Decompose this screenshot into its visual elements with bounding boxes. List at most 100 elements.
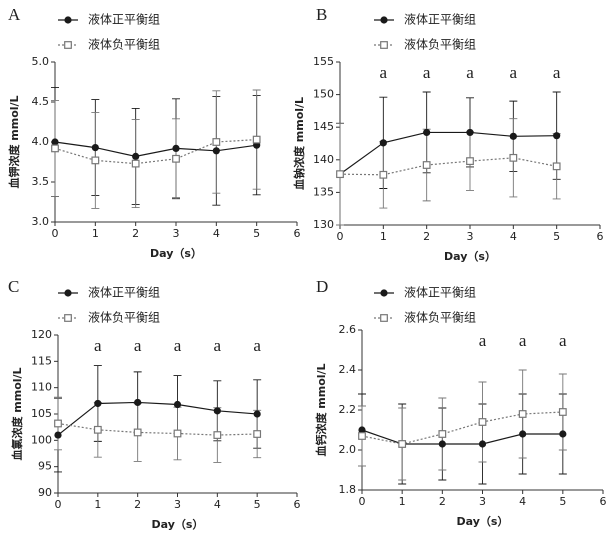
y-tick-label: 110 [31, 381, 52, 394]
point [54, 419, 62, 428]
x-tick-label: 0 [52, 227, 59, 240]
point [422, 161, 431, 169]
x-tick-label: 6 [294, 227, 301, 240]
point [466, 128, 474, 137]
point [212, 138, 221, 146]
point [509, 132, 517, 140]
annotation: a [174, 336, 182, 355]
point [172, 154, 180, 163]
annotation: a [466, 63, 474, 82]
y-tick-label: 95 [38, 460, 52, 473]
x-tick-label: 6 [600, 495, 607, 508]
point [212, 147, 220, 155]
series-line [54, 139, 257, 165]
point [93, 425, 102, 434]
y-tick-label: 145 [313, 120, 334, 133]
x-tick-label: 2 [439, 495, 446, 508]
x-tick-label: 5 [253, 227, 260, 240]
point [438, 440, 446, 448]
x-tick-label: 1 [380, 230, 387, 243]
y-axis-title: 血钾浓度 mmol/L [7, 95, 21, 188]
x-tick-label: 0 [337, 230, 344, 243]
point [173, 400, 182, 409]
series-line [339, 131, 557, 175]
x-axis-title: Day（s） [444, 250, 496, 263]
panel-label: D [316, 277, 328, 296]
series-line [54, 141, 257, 158]
y-tick-label: 2.2 [339, 403, 357, 416]
legend-marker [64, 314, 72, 322]
annotation: a [559, 331, 567, 350]
point [336, 170, 344, 179]
point [172, 144, 180, 152]
x-tick-label: 5 [559, 495, 566, 508]
series-line [57, 422, 258, 436]
point [91, 156, 100, 165]
panel: D 1.8 2.0 2.2 2.4 2.6 0 1 2 3 4 5 6 Day（s） 血钙浓度 mmol/L… [314, 277, 607, 528]
annotation: a [94, 336, 102, 355]
x-tick-label: 3 [467, 230, 474, 243]
point [54, 431, 62, 439]
annotation: a [479, 331, 487, 350]
legend-label: 液体负平衡组 [88, 37, 160, 52]
point [213, 407, 221, 415]
point [466, 157, 474, 166]
x-tick-label: 6 [294, 498, 301, 511]
x-axis-title: Day（s） [152, 518, 204, 531]
y-tick-label: 105 [31, 407, 52, 420]
legend-marker [64, 289, 72, 297]
x-tick-label: 3 [174, 498, 181, 511]
point [132, 152, 140, 160]
x-tick-label: 2 [423, 230, 430, 243]
legend-marker [64, 16, 72, 24]
y-tick-label: 2.4 [339, 363, 357, 376]
annotation: a [134, 336, 142, 355]
y-tick-label: 3.5 [32, 175, 50, 188]
point [478, 440, 487, 448]
legend-label: 液体负平衡组 [404, 37, 476, 52]
point [379, 139, 387, 147]
x-tick-label: 3 [479, 495, 486, 508]
point [131, 159, 140, 168]
point [423, 128, 431, 137]
x-tick-label: 0 [359, 495, 366, 508]
legend-marker [380, 16, 388, 24]
legend-label: 液体正平衡组 [404, 12, 476, 27]
panel: B 130 135 140 145 150 155 0 1 2 3 4 5 6 Day（s） 血钠浓度 mmo… [292, 5, 604, 263]
y-tick-label: 2.6 [339, 323, 357, 336]
legend-label: 液体正平衡组 [404, 285, 476, 300]
x-tick-label: 2 [132, 227, 139, 240]
series-line [361, 411, 563, 445]
legend-label: 液体负平衡组 [404, 310, 476, 325]
point [358, 432, 366, 440]
y-tick-label: 135 [313, 185, 334, 198]
y-tick-label: 4.0 [32, 135, 50, 148]
panel: C 90 95 100 105 110 115 120 0 1 2 3 4 5 6 Day（s） 血氯浓度 mm… [8, 277, 301, 531]
x-tick-label: 5 [254, 498, 261, 511]
x-tick-label: 2 [134, 498, 141, 511]
point [398, 440, 407, 448]
x-tick-label: 6 [597, 230, 604, 243]
panel-label: C [8, 277, 19, 296]
y-tick-label: 120 [31, 328, 52, 341]
legend-label: 液体负平衡组 [88, 310, 160, 325]
y-tick-label: 3.0 [32, 215, 50, 228]
x-tick-label: 1 [92, 227, 99, 240]
y-tick-label: 155 [313, 55, 334, 68]
point [478, 418, 487, 426]
point [134, 398, 142, 407]
point [558, 408, 567, 416]
panel: A 3.0 3.5 4.0 4.5 5.0 0 1 2 3 4 5 6 Day（s） 血钾浓度 mmol/L… [7, 5, 301, 260]
point [94, 399, 102, 408]
y-tick-label: 4.5 [32, 95, 50, 108]
panel-label: A [8, 5, 21, 24]
legend-marker [380, 41, 388, 49]
annotation: a [423, 63, 431, 82]
series-line [361, 429, 563, 445]
x-axis-title: Day（s） [457, 515, 509, 528]
annotation: a [510, 63, 518, 82]
legend-marker [380, 289, 388, 297]
y-tick-label: 150 [313, 88, 334, 101]
point [253, 430, 262, 438]
